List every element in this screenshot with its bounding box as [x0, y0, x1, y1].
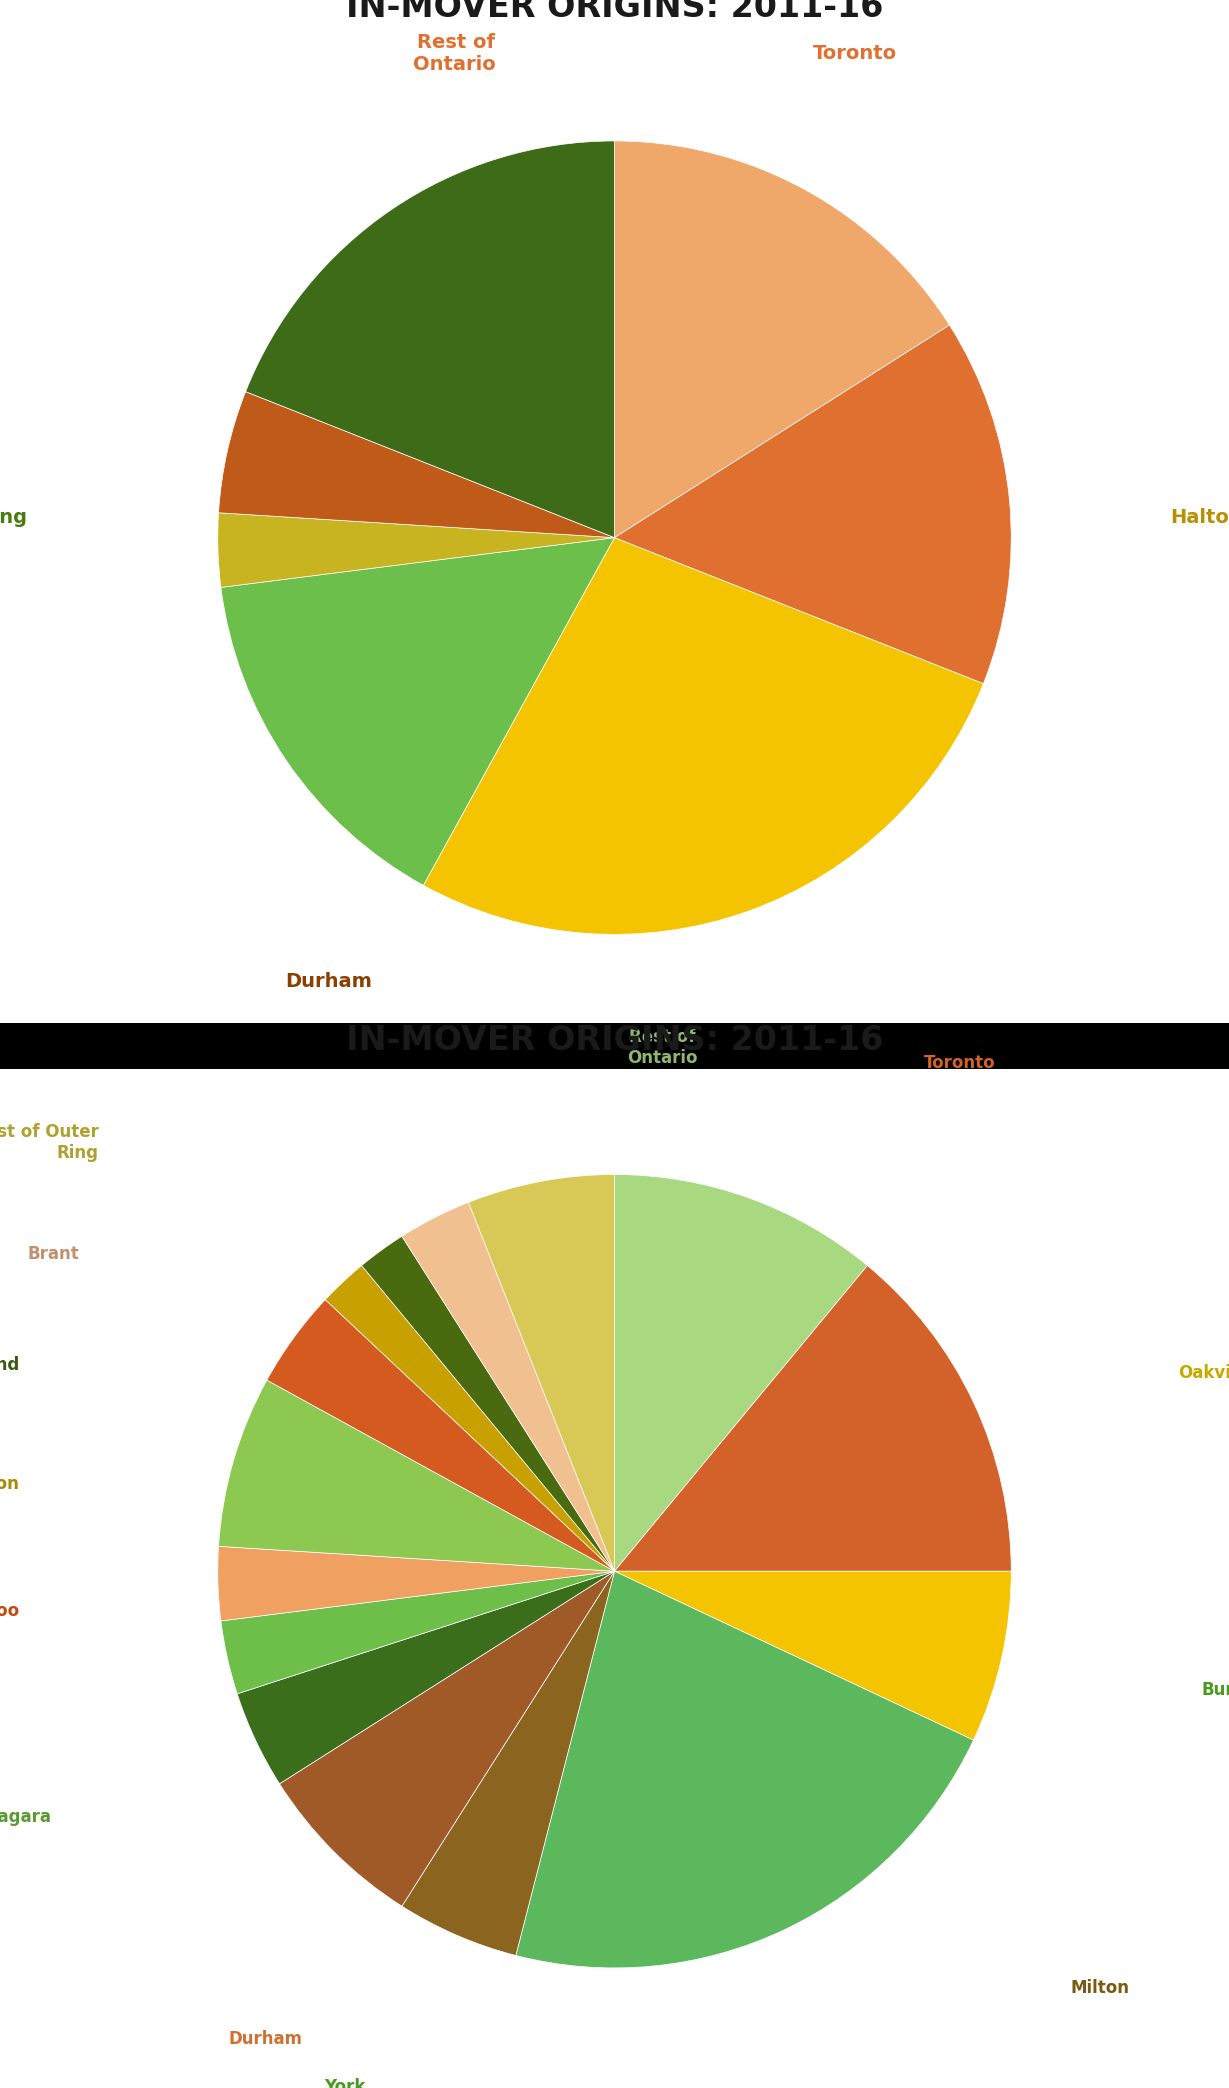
Wedge shape — [614, 142, 950, 537]
Wedge shape — [221, 537, 614, 885]
Text: Peel: Peel — [662, 1036, 709, 1054]
Text: Oakville: Oakville — [1177, 1363, 1229, 1382]
Wedge shape — [614, 1173, 868, 1572]
Text: Waterloo: Waterloo — [0, 1601, 20, 1620]
Text: Toronto: Toronto — [812, 44, 897, 63]
Wedge shape — [614, 326, 1011, 683]
Text: Niagara: Niagara — [0, 1808, 52, 1827]
Text: Durham: Durham — [285, 973, 372, 992]
Wedge shape — [267, 1299, 614, 1572]
Wedge shape — [361, 1236, 614, 1572]
Wedge shape — [516, 1572, 973, 1967]
Text: Outer Ring: Outer Ring — [0, 507, 27, 528]
Wedge shape — [246, 140, 614, 537]
Wedge shape — [468, 1173, 614, 1572]
Wedge shape — [237, 1572, 614, 1783]
Wedge shape — [402, 1203, 614, 1572]
Text: Halton: Halton — [1170, 507, 1229, 528]
Title: IN-MOVER ORIGINS: 2011-16: IN-MOVER ORIGINS: 2011-16 — [345, 1025, 884, 1057]
Text: Burlington: Burlington — [1202, 1681, 1229, 1700]
Wedge shape — [219, 393, 614, 537]
Text: Wellington: Wellington — [0, 1474, 20, 1493]
Wedge shape — [614, 1572, 1011, 1739]
Wedge shape — [218, 514, 614, 587]
Wedge shape — [218, 1547, 614, 1620]
Wedge shape — [423, 537, 983, 933]
Wedge shape — [402, 1572, 614, 1956]
Text: Haldimand: Haldimand — [0, 1355, 20, 1374]
Title: IN-MOVER ORIGINS: 2011-16: IN-MOVER ORIGINS: 2011-16 — [345, 0, 884, 23]
Text: Rest of
Ontario: Rest of Ontario — [413, 33, 495, 75]
Text: Toronto: Toronto — [924, 1054, 995, 1073]
Wedge shape — [221, 1572, 614, 1693]
Text: Rest of
Ontario: Rest of Ontario — [627, 1027, 697, 1067]
Wedge shape — [279, 1572, 614, 1906]
Wedge shape — [219, 1380, 614, 1572]
Text: Milton: Milton — [1070, 1979, 1129, 1996]
Text: Rest of Outer
Ring: Rest of Outer Ring — [0, 1123, 98, 1163]
Text: Brant: Brant — [27, 1244, 79, 1263]
Text: York: York — [324, 2078, 365, 2088]
Wedge shape — [326, 1265, 614, 1572]
Wedge shape — [614, 1265, 1011, 1572]
Text: Durham: Durham — [229, 2030, 302, 2048]
Text: York: York — [511, 1044, 559, 1063]
